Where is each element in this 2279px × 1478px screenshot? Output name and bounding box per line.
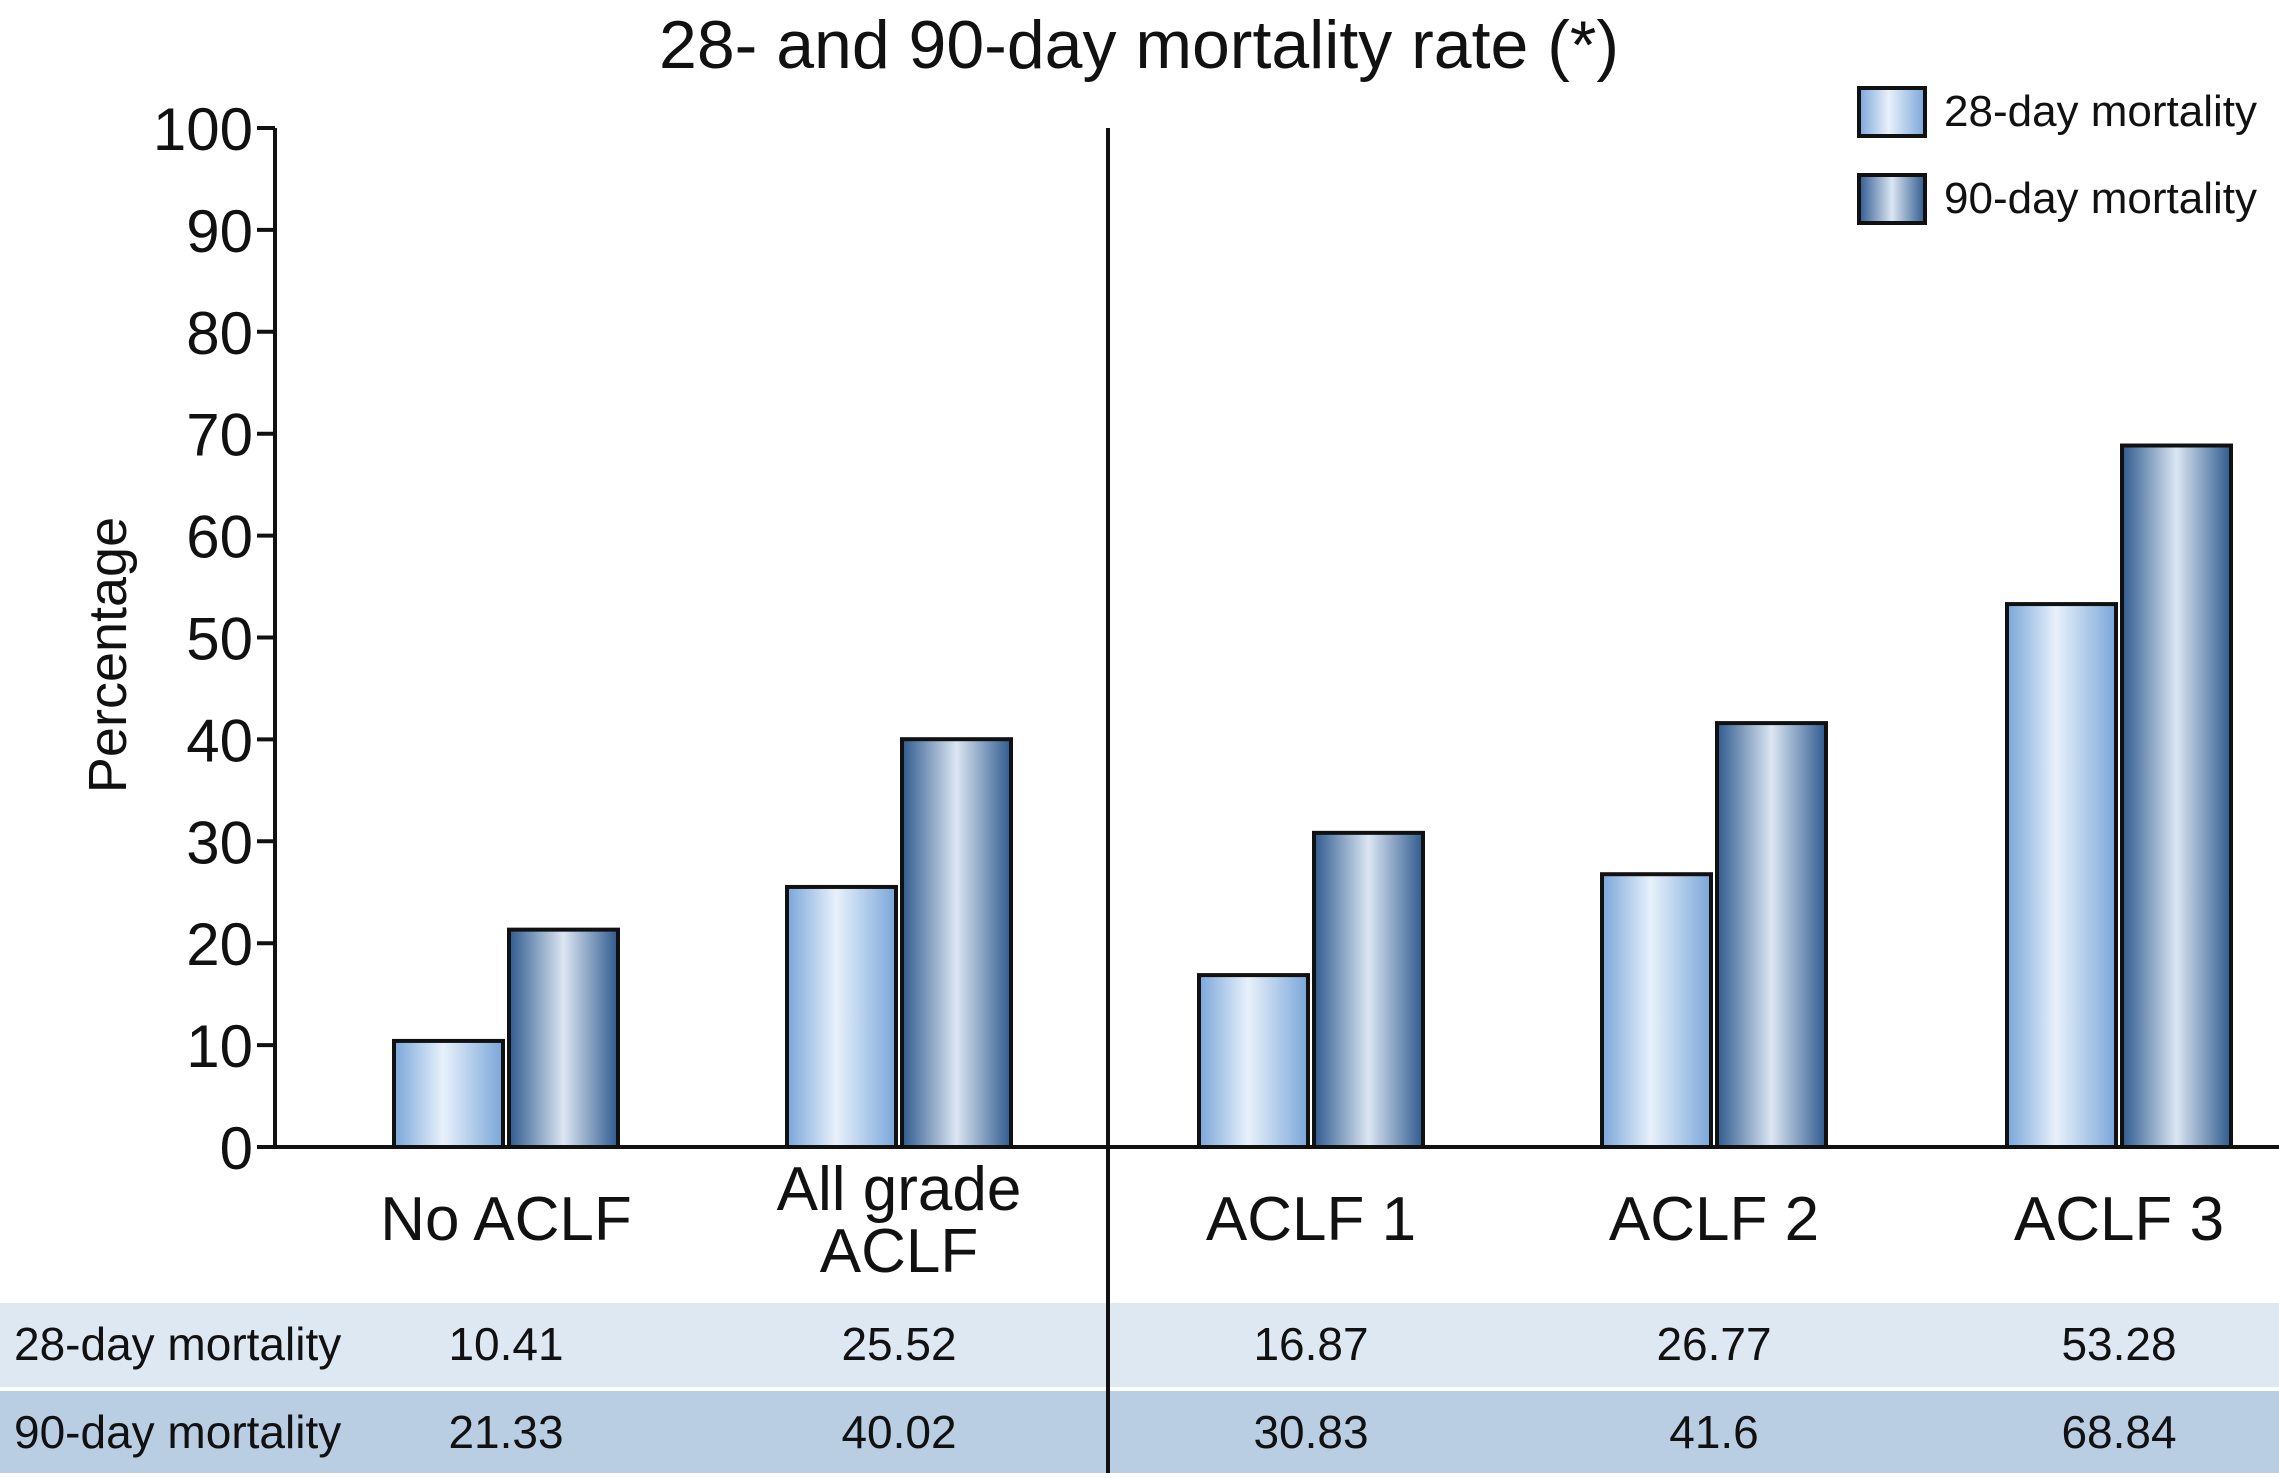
legend-label: 90-day mortality bbox=[1944, 174, 2257, 223]
y-tick-label: 50 bbox=[186, 606, 253, 673]
legend-swatch-28-day bbox=[1857, 86, 1927, 138]
legend-label: 28-day mortality bbox=[1944, 87, 2257, 136]
table-cell: 41.6 bbox=[1669, 1406, 1759, 1458]
y-tick-label: 0 bbox=[220, 1115, 253, 1182]
y-axis-label: Percentage bbox=[78, 517, 138, 793]
bar-90-day bbox=[1312, 830, 1425, 1149]
table-row-label: 90-day mortality bbox=[14, 1406, 341, 1458]
legend-swatch-90-day bbox=[1857, 173, 1927, 225]
table-cell: 40.02 bbox=[841, 1406, 956, 1458]
x-tick-label: ACLF 3 bbox=[2014, 1185, 2224, 1254]
y-tick-label: 70 bbox=[186, 402, 253, 469]
x-tick-label: ACLF 1 bbox=[1206, 1185, 1416, 1254]
y-tick-label: 20 bbox=[186, 911, 253, 978]
bar-28-day bbox=[785, 884, 898, 1149]
table-cell: 53.28 bbox=[2061, 1318, 2176, 1370]
y-tick-label: 30 bbox=[186, 809, 253, 876]
bar-90-day bbox=[2120, 443, 2233, 1149]
table-cell: 26.77 bbox=[1656, 1318, 1771, 1370]
x-tick-label: No ACLF bbox=[380, 1185, 632, 1254]
table-cell: 10.41 bbox=[448, 1318, 563, 1370]
table-row-label: 28-day mortality bbox=[14, 1318, 341, 1370]
y-tick-label: 80 bbox=[186, 300, 253, 367]
table-row-bg bbox=[0, 1303, 2279, 1387]
y-tick-label: 40 bbox=[186, 707, 253, 774]
bar-90-day bbox=[1715, 721, 1828, 1149]
table-cell: 30.83 bbox=[1253, 1406, 1368, 1458]
chart-title: 28- and 90-day mortality rate (*) bbox=[659, 7, 1619, 83]
bar-28-day bbox=[1197, 973, 1310, 1150]
x-tick-label: ACLF 2 bbox=[1609, 1185, 1819, 1254]
bar-90-day bbox=[507, 927, 620, 1149]
y-tick-label: 100 bbox=[153, 96, 253, 163]
bar-28-day bbox=[392, 1038, 505, 1150]
bar-90-day bbox=[900, 737, 1013, 1150]
y-tick-label: 90 bbox=[186, 198, 253, 265]
bar-28-day bbox=[1600, 872, 1713, 1149]
table-row-bg bbox=[0, 1391, 2279, 1475]
y-tick-label: 10 bbox=[186, 1013, 253, 1080]
table-cell: 68.84 bbox=[2061, 1406, 2176, 1458]
y-tick-label: 60 bbox=[186, 504, 253, 571]
x-tick-label: ACLF bbox=[820, 1217, 978, 1286]
table-cell: 21.33 bbox=[448, 1406, 563, 1458]
x-tick-label: All grade bbox=[777, 1155, 1022, 1224]
bar-28-day bbox=[2005, 602, 2118, 1149]
table-cell: 25.52 bbox=[841, 1318, 956, 1370]
table-cell: 16.87 bbox=[1253, 1318, 1368, 1370]
